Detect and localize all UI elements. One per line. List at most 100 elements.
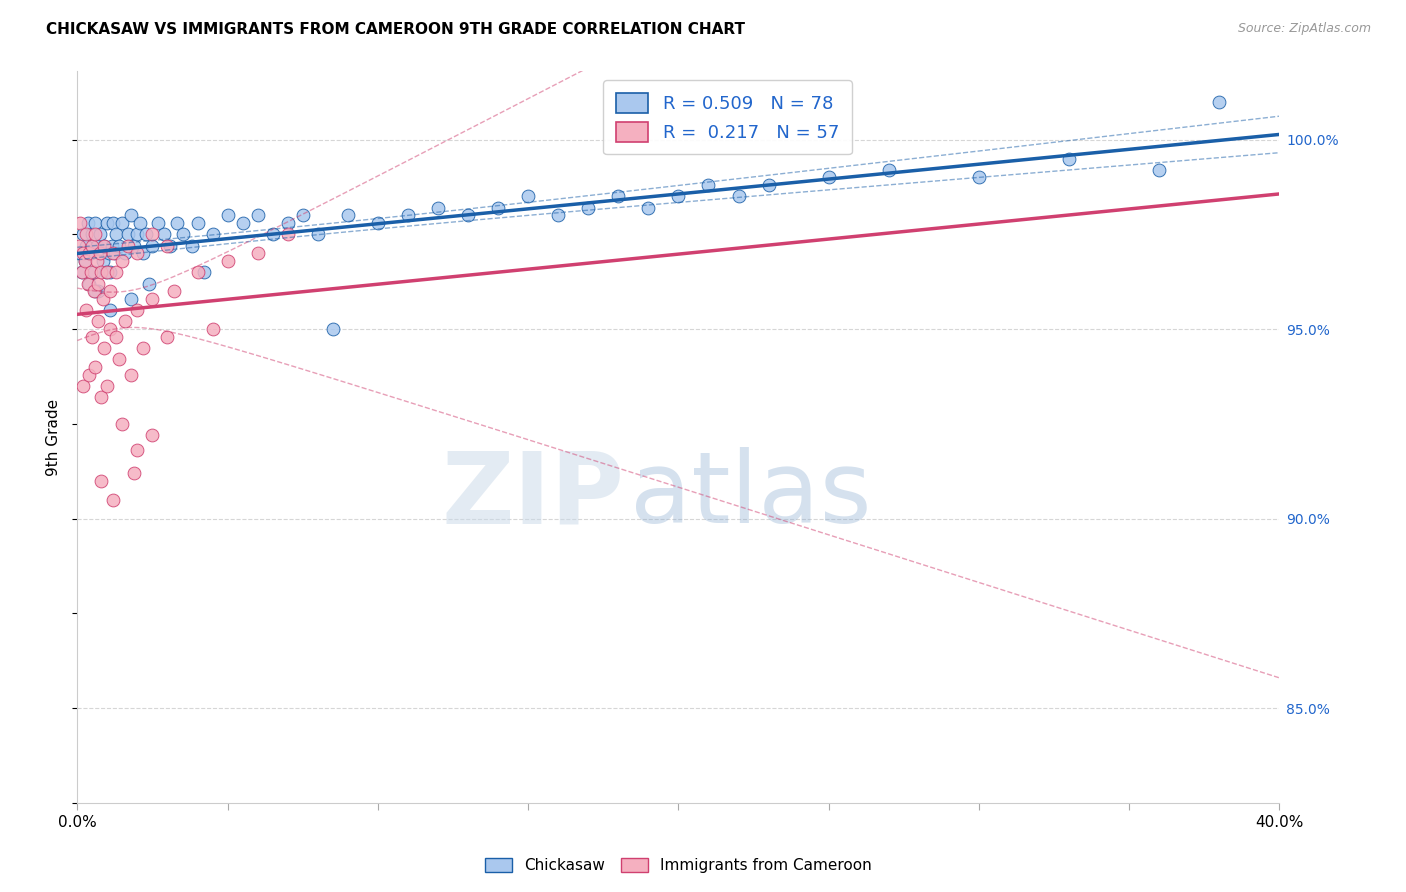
Point xyxy=(87,277,110,291)
Point xyxy=(127,227,149,242)
Point xyxy=(166,216,188,230)
Point xyxy=(105,329,128,343)
Point xyxy=(69,246,91,260)
Point xyxy=(82,227,104,242)
Point xyxy=(967,170,990,185)
Point xyxy=(84,227,107,242)
Point xyxy=(97,246,120,260)
Point xyxy=(607,189,630,203)
Point xyxy=(91,292,114,306)
Point xyxy=(246,246,269,260)
Point xyxy=(114,314,136,328)
Point xyxy=(67,238,90,252)
Point xyxy=(1149,162,1171,177)
Point xyxy=(79,246,101,260)
Point xyxy=(117,227,139,242)
Point xyxy=(127,443,149,458)
Point xyxy=(100,284,122,298)
Point xyxy=(111,417,134,431)
Point xyxy=(103,216,125,230)
Point xyxy=(76,277,98,291)
Point xyxy=(73,253,96,268)
Point xyxy=(141,227,163,242)
Point xyxy=(76,216,98,230)
Point xyxy=(277,216,299,230)
Point xyxy=(91,253,114,268)
Point xyxy=(877,162,900,177)
Point xyxy=(637,201,659,215)
Text: ZIP: ZIP xyxy=(441,447,624,544)
Point xyxy=(105,265,128,279)
Point xyxy=(697,178,720,192)
Point xyxy=(84,359,107,374)
Point xyxy=(108,238,131,252)
Point xyxy=(108,352,131,367)
Point xyxy=(148,216,170,230)
Point xyxy=(96,379,118,393)
Point xyxy=(141,292,163,306)
Point xyxy=(1057,152,1080,166)
Point xyxy=(547,208,569,222)
Text: Source: ZipAtlas.com: Source: ZipAtlas.com xyxy=(1237,22,1371,36)
Point xyxy=(162,284,184,298)
Point xyxy=(135,227,157,242)
Point xyxy=(94,265,117,279)
Point xyxy=(246,208,269,222)
Point xyxy=(117,238,139,252)
Point xyxy=(180,238,202,252)
Point xyxy=(156,238,179,252)
Point xyxy=(336,208,359,222)
Point xyxy=(129,216,152,230)
Point xyxy=(100,322,122,336)
Point xyxy=(322,322,344,336)
Point xyxy=(217,208,239,222)
Point xyxy=(72,379,94,393)
Point xyxy=(486,201,509,215)
Point xyxy=(291,208,314,222)
Point xyxy=(120,368,142,382)
Point xyxy=(201,227,224,242)
Point xyxy=(1208,95,1230,109)
Point xyxy=(105,227,128,242)
Point xyxy=(80,265,103,279)
Point xyxy=(82,329,104,343)
Point xyxy=(159,238,181,252)
Point xyxy=(101,238,124,252)
Point xyxy=(138,277,160,291)
Point xyxy=(111,216,134,230)
Point xyxy=(87,284,110,298)
Point xyxy=(187,265,209,279)
Point xyxy=(100,265,122,279)
Point xyxy=(127,246,149,260)
Point xyxy=(141,428,163,442)
Point xyxy=(127,303,149,318)
Point xyxy=(132,246,155,260)
Point xyxy=(93,238,115,252)
Point xyxy=(367,216,389,230)
Point xyxy=(124,238,146,252)
Point xyxy=(172,227,194,242)
Point xyxy=(89,227,111,242)
Point xyxy=(668,189,690,203)
Point xyxy=(90,390,112,404)
Point xyxy=(396,208,419,222)
Point xyxy=(89,246,111,260)
Point xyxy=(79,277,101,291)
Point xyxy=(83,265,105,279)
Point xyxy=(72,227,94,242)
Point xyxy=(727,189,749,203)
Point xyxy=(90,246,112,260)
Point xyxy=(120,292,142,306)
Point xyxy=(114,246,136,260)
Point xyxy=(277,227,299,242)
Point xyxy=(93,341,115,355)
Point xyxy=(90,265,112,279)
Point xyxy=(79,368,101,382)
Point xyxy=(262,227,284,242)
Point xyxy=(153,227,176,242)
Point xyxy=(307,227,329,242)
Y-axis label: 9th Grade: 9th Grade xyxy=(46,399,62,475)
Point xyxy=(96,216,118,230)
Point xyxy=(100,303,122,318)
Point xyxy=(86,253,108,268)
